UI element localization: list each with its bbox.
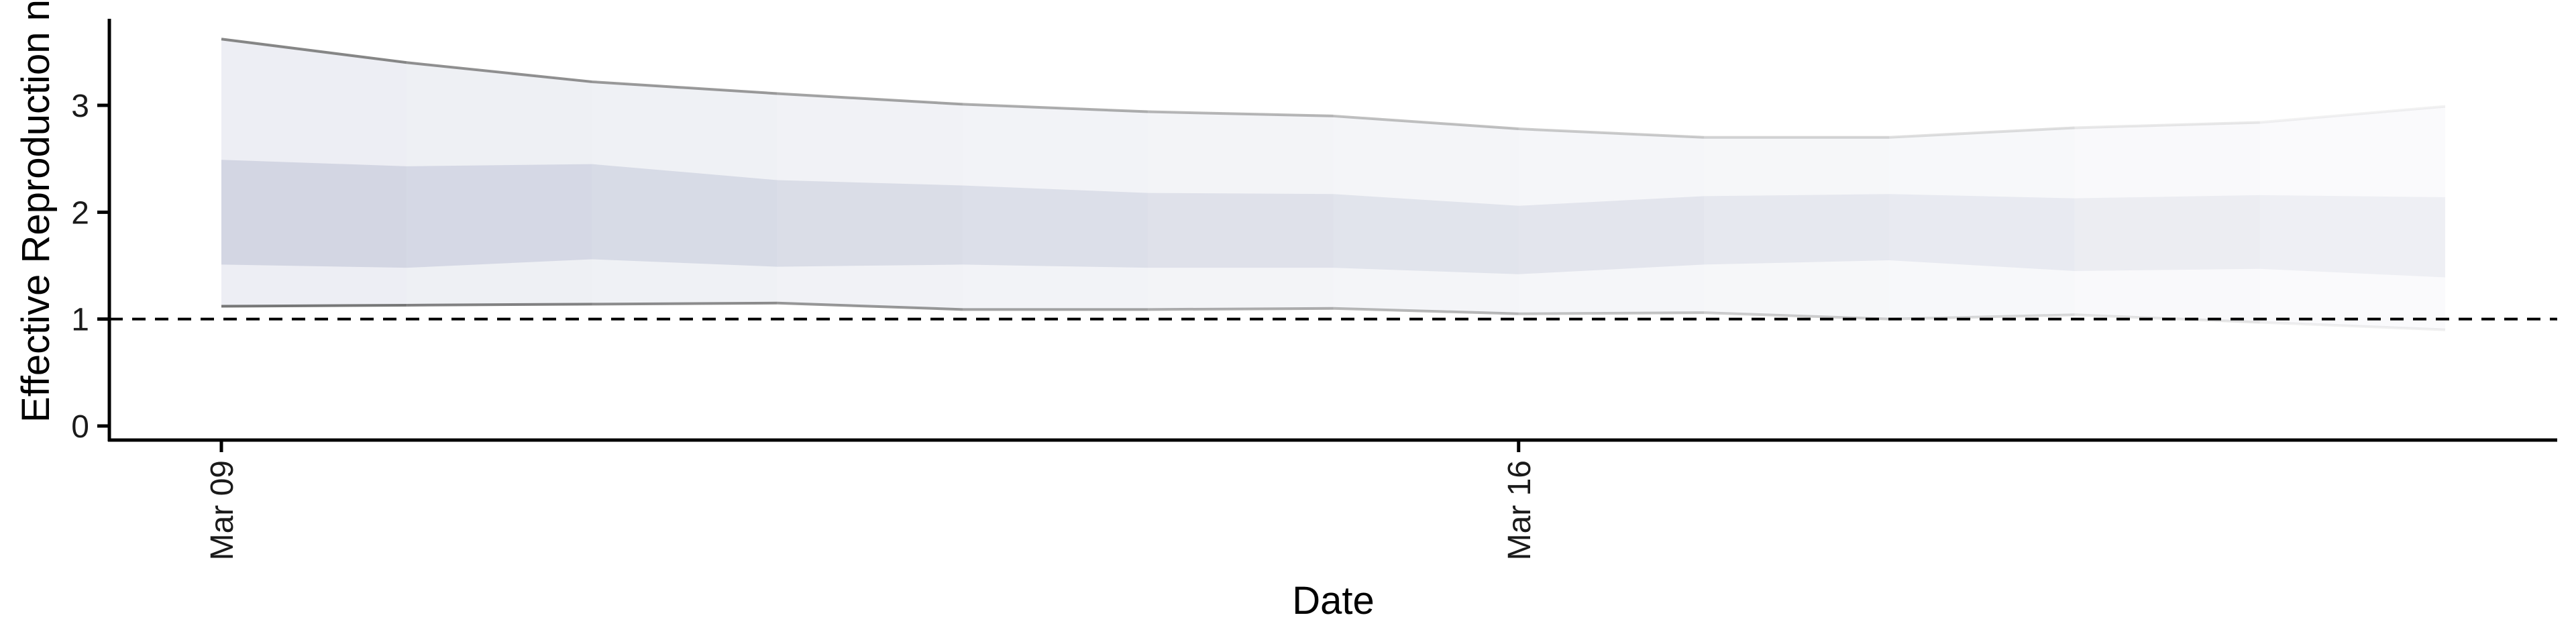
upper-bound-line-segment — [962, 103, 1148, 113]
upper-bound-line-segment — [2074, 121, 2260, 129]
upper-bound-line-segment — [1148, 110, 1334, 117]
outer-interval-segment — [1518, 129, 1704, 314]
x-axis-title: Date — [1292, 579, 1375, 623]
inner-interval-segment — [1333, 194, 1519, 274]
upper-bound-line-segment — [1333, 114, 1519, 131]
upper-bound-line-segment — [1518, 127, 1705, 139]
upper-bound-line-segment — [2259, 105, 2446, 124]
lower-bound-line-segment — [2259, 321, 2446, 331]
upper-bound-line-segment — [592, 80, 777, 95]
x-axis-ticks: Mar 09 Mar 16 — [205, 440, 1538, 560]
x-tick-label: Mar 16 — [1502, 460, 1538, 560]
line-layer — [221, 38, 2446, 331]
y-axis-title: Effective Reproduction no. — [14, 0, 58, 423]
band-layer — [221, 39, 2445, 330]
inner-interval-segment — [1148, 193, 1334, 268]
inner-interval-segment — [777, 180, 963, 267]
outer-interval-segment — [1889, 127, 2075, 319]
outer-interval-segment — [2259, 106, 2445, 330]
lower-bound-line-segment — [221, 303, 407, 308]
x-tick-label: Mar 09 — [205, 460, 240, 560]
y-tick-label: 0 — [71, 409, 89, 445]
y-tick-label: 2 — [71, 195, 89, 231]
inner-interval-segment — [963, 185, 1148, 268]
upper-bound-line-segment — [777, 92, 963, 106]
inner-interval-segment — [407, 164, 592, 268]
inner-interval-segment — [1889, 194, 2075, 271]
inner-interval-segment — [2074, 195, 2260, 271]
inner-interval-segment — [1704, 194, 1890, 265]
outer-interval-segment — [221, 39, 407, 307]
lower-bound-line-segment — [407, 303, 592, 307]
y-axis-ticks: 0 1 2 3 — [71, 89, 109, 445]
outer-interval-segment — [1704, 137, 1890, 319]
y-tick-label: 3 — [71, 89, 89, 124]
outer-interval-segment — [407, 62, 592, 305]
lower-bound-line-segment — [1333, 307, 1519, 315]
outer-interval-segment — [1333, 115, 1519, 314]
outer-interval-segment — [592, 81, 777, 305]
lower-bound-line-segment — [592, 301, 777, 306]
upper-bound-line-segment — [221, 38, 407, 64]
lower-bound-line-segment — [1518, 311, 1705, 315]
lower-bound-line-segment — [777, 301, 963, 311]
upper-bound-line-segment — [1889, 126, 2075, 139]
lower-bound-line-segment — [1148, 307, 1334, 311]
outer-interval-segment — [777, 93, 963, 310]
y-tick-label: 1 — [71, 303, 89, 338]
inner-interval-segment — [592, 164, 777, 267]
upper-bound-line-segment — [407, 61, 592, 83]
outer-interval-segment — [2074, 122, 2260, 323]
outer-interval-segment — [963, 104, 1148, 310]
outer-interval-segment — [1148, 111, 1334, 310]
inner-interval-segment — [221, 160, 407, 268]
inner-interval-segment — [1518, 196, 1704, 274]
lower-bound-line-segment — [1703, 311, 1890, 321]
inner-interval-segment — [2259, 195, 2445, 278]
